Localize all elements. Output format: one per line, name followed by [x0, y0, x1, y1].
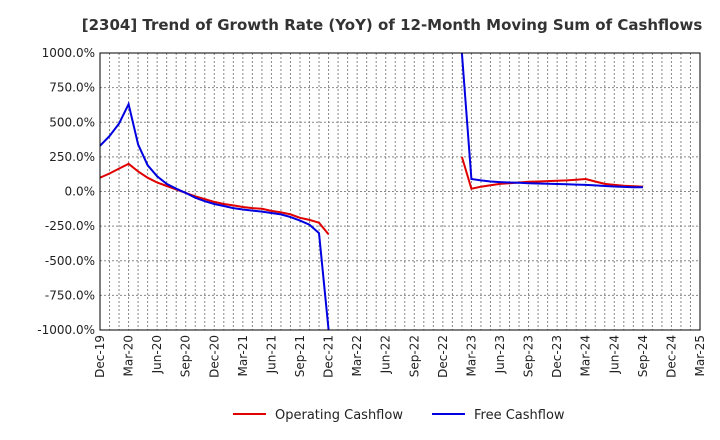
y-tick-label: -250.0%	[45, 219, 95, 233]
legend-label-free-cashflow: Free Cashflow	[474, 408, 565, 423]
chart-title: [2304] Trend of Growth Rate (YoY) of 12-…	[82, 16, 703, 34]
legend: Operating Cashflow Free Cashflow	[233, 408, 565, 423]
series-line-operating-cashflow	[460, 156, 643, 190]
x-tick-label: Jun-22	[379, 335, 393, 374]
y-tick-label: -750.0%	[45, 288, 95, 302]
y-tick-label: 250.0%	[49, 150, 95, 164]
series-layer	[100, 53, 643, 330]
x-tick-label: Dec-21	[322, 335, 336, 378]
x-tick-label: Sep-23	[522, 335, 536, 377]
x-tick-label: Jun-20	[150, 335, 164, 374]
y-tick-label: 0.0%	[65, 185, 96, 199]
x-tick-label: Mar-20	[122, 335, 136, 376]
series-line-free-cashflow	[460, 53, 643, 189]
y-tick-label: 500.0%	[49, 115, 95, 129]
y-tick-label: -500.0%	[45, 254, 95, 268]
x-tick-label: Sep-20	[179, 335, 193, 377]
y-tick-label: -1000.0%	[37, 323, 95, 337]
legend-label-operating-cashflow: Operating Cashflow	[275, 408, 403, 423]
x-tick-label: Sep-24	[636, 335, 650, 377]
x-axis-ticks: Dec-19 Mar-20 Jun-20 Sep-20 Dec-20 Mar-21 Jun-…	[93, 335, 707, 378]
series-line-free-cashflow	[100, 101, 330, 330]
y-tick-label: 1000.0%	[42, 46, 95, 60]
x-tick-label: Mar-23	[464, 335, 478, 376]
x-tick-label: Dec-24	[664, 335, 678, 378]
x-tick-label: Dec-23	[550, 335, 564, 378]
series-line-operating-cashflow	[100, 162, 330, 236]
x-tick-label: Jun-21	[264, 335, 278, 374]
x-tick-label: Dec-22	[436, 335, 450, 378]
x-tick-label: Dec-19	[93, 335, 107, 378]
x-tick-label: Mar-25	[693, 335, 707, 376]
x-tick-label: Jun-24	[607, 335, 621, 374]
x-tick-label: Mar-21	[236, 335, 250, 376]
y-axis-ticks: 1000.0% 750.0% 500.0% 250.0% 0.0% -250.0% -500…	[37, 46, 95, 337]
y-tick-label: 750.0%	[49, 81, 95, 95]
x-tick-label: Mar-24	[579, 335, 593, 376]
x-tick-label: Jun-23	[493, 335, 507, 374]
grid	[100, 53, 700, 330]
x-tick-label: Sep-21	[293, 335, 307, 377]
x-tick-label: Mar-22	[350, 335, 364, 376]
x-tick-label: Sep-22	[407, 335, 421, 377]
x-tick-label: Dec-20	[207, 335, 221, 378]
plot-border	[99, 52, 701, 331]
